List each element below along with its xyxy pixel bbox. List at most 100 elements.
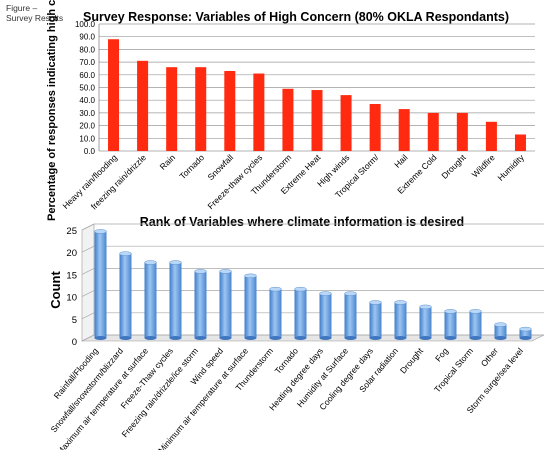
chart2-bar-base [119,336,132,340]
chart1-y-tick-label: 70.0 [79,58,95,67]
chart2-bar [394,300,407,340]
chart2-bar-top [419,304,432,310]
chart1-bar [427,112,439,151]
chart2-bar-top [369,300,382,305]
chart1-x-tick-label: Drought [439,152,468,181]
chart2-gridline-side [81,334,95,342]
chart2-bar [169,260,182,340]
chart2-y-ticks: 0 5 10 15 20 25 [66,226,77,348]
chart1-y-tick-label: 50.0 [79,84,95,93]
chart1-bar [108,39,120,151]
chart1-x-tick-label: Tornado [177,152,206,181]
chart2-y-tick-label: 15 [66,270,77,281]
chart1-bar [166,67,178,151]
chart1-y-tick-label: 100.0 [75,20,96,29]
chart2-bar-base [194,336,207,340]
chart2-bar-top [119,251,132,256]
chart2-bar [344,291,357,340]
chart2-bar-top [144,260,157,265]
chart2-bar-body [519,329,532,338]
chart1-bar [253,73,265,151]
chart1-x-tick-label: Heavy rain/flooding [60,152,119,211]
chart2-bar-top [519,326,532,332]
chart1-bar [514,134,526,151]
chart1-y-ticks: 0.0 10.0 20.0 30.0 40.0 50.0 60.0 70.0 80.0 90.0 1… [75,20,96,156]
chart1-y-tick-label: 60.0 [79,71,95,80]
chart1-bar [311,90,323,151]
chart1-y-tick-label: 30.0 [79,109,95,118]
chart2-bar [469,309,482,340]
chart2-bar-base [494,336,507,340]
chart2-bar-body [294,289,307,338]
chart1-bar [224,70,236,151]
chart2-bar-body [269,289,282,338]
chart2-bar [369,300,382,340]
chart2-bar-body [169,262,182,338]
chart2-bar [269,286,282,340]
chart2-x-tick-label: Drought [398,345,426,375]
chart2-bar [94,229,107,340]
chart1-y-tick-label: 10.0 [79,134,95,143]
chart2-bar-body [144,262,157,338]
chart2-bar [194,269,207,340]
chart2-bar [444,309,457,340]
chart2-bar [219,269,232,340]
chart2-bar-base [394,336,407,340]
chart2-bar-base [519,336,532,340]
chart2-bar [119,251,132,340]
chart1-bar [195,67,207,151]
chart2-bar-base [94,336,107,340]
chart2-bar-base [419,336,432,340]
chart1-x-tick-label: Rain [158,152,178,172]
chart2-y-tick-label: 0 [72,337,77,348]
chart2-gridlines [81,223,544,342]
chart2-bar-top [219,269,232,274]
chart1-bar [340,95,352,151]
chart2-bar-body [469,311,482,338]
chart2-x-tick-label: Rainfall/Flooding [52,346,101,401]
chart1-x-tick-label: Hail [392,152,410,170]
chart2-gridline-side [81,312,95,320]
chart2-bar-body [244,275,257,338]
chart2-bar-top [494,322,507,327]
chart2-bar-top [344,291,357,296]
chart2-bar-top [294,286,307,292]
chart2-bar-body [219,271,232,338]
chart1-x-tick-label: Freeze-thaw cycles [205,152,264,211]
chart2-side-wall [81,223,95,342]
chart2-bar-base [469,336,482,340]
chart2-bar-body [394,302,407,338]
chart2-bar-top [94,229,107,234]
figure-caption: Figure – Survey Results [6,3,63,23]
chart2-bar [419,304,432,340]
chart2-bar-base [219,336,232,340]
chart2-bar-base [244,336,257,340]
chart2-x-tick-label: Fog [433,346,450,364]
chart1-bar [456,112,468,151]
chart2-bar-top [444,309,457,314]
chart2-gridline-side [81,223,95,231]
chart1-bar [485,121,497,151]
chart1-bar [137,60,149,151]
chart2-bar-top [394,300,407,305]
chart2-bar-top [319,291,332,296]
chart2-bar-base [144,336,157,340]
chart2-bar-body [319,293,332,338]
chart2-bar [294,286,307,340]
chart2-bar [244,273,257,340]
chart-high-concern: Survey Response: Variables of High Conce… [46,0,535,221]
chart2-bar-base [169,336,182,340]
chart2-y-axis-label: Count [48,271,63,309]
chart2-bar-top [269,286,282,292]
chart2-bar-top [169,260,182,265]
chart2-y-tick-label: 25 [66,226,77,237]
chart2-bar-top [194,269,207,274]
chart2-bar-base [294,336,307,340]
chart2-bar-top [469,309,482,314]
chart1-y-tick-label: 0.0 [84,147,96,156]
chart-climate-info-rank: Rank of Variables where climate informat… [48,215,545,450]
chart2-y-tick-label: 20 [66,248,77,259]
chart1-bar [369,104,381,151]
chart2-bar-body [369,302,382,338]
